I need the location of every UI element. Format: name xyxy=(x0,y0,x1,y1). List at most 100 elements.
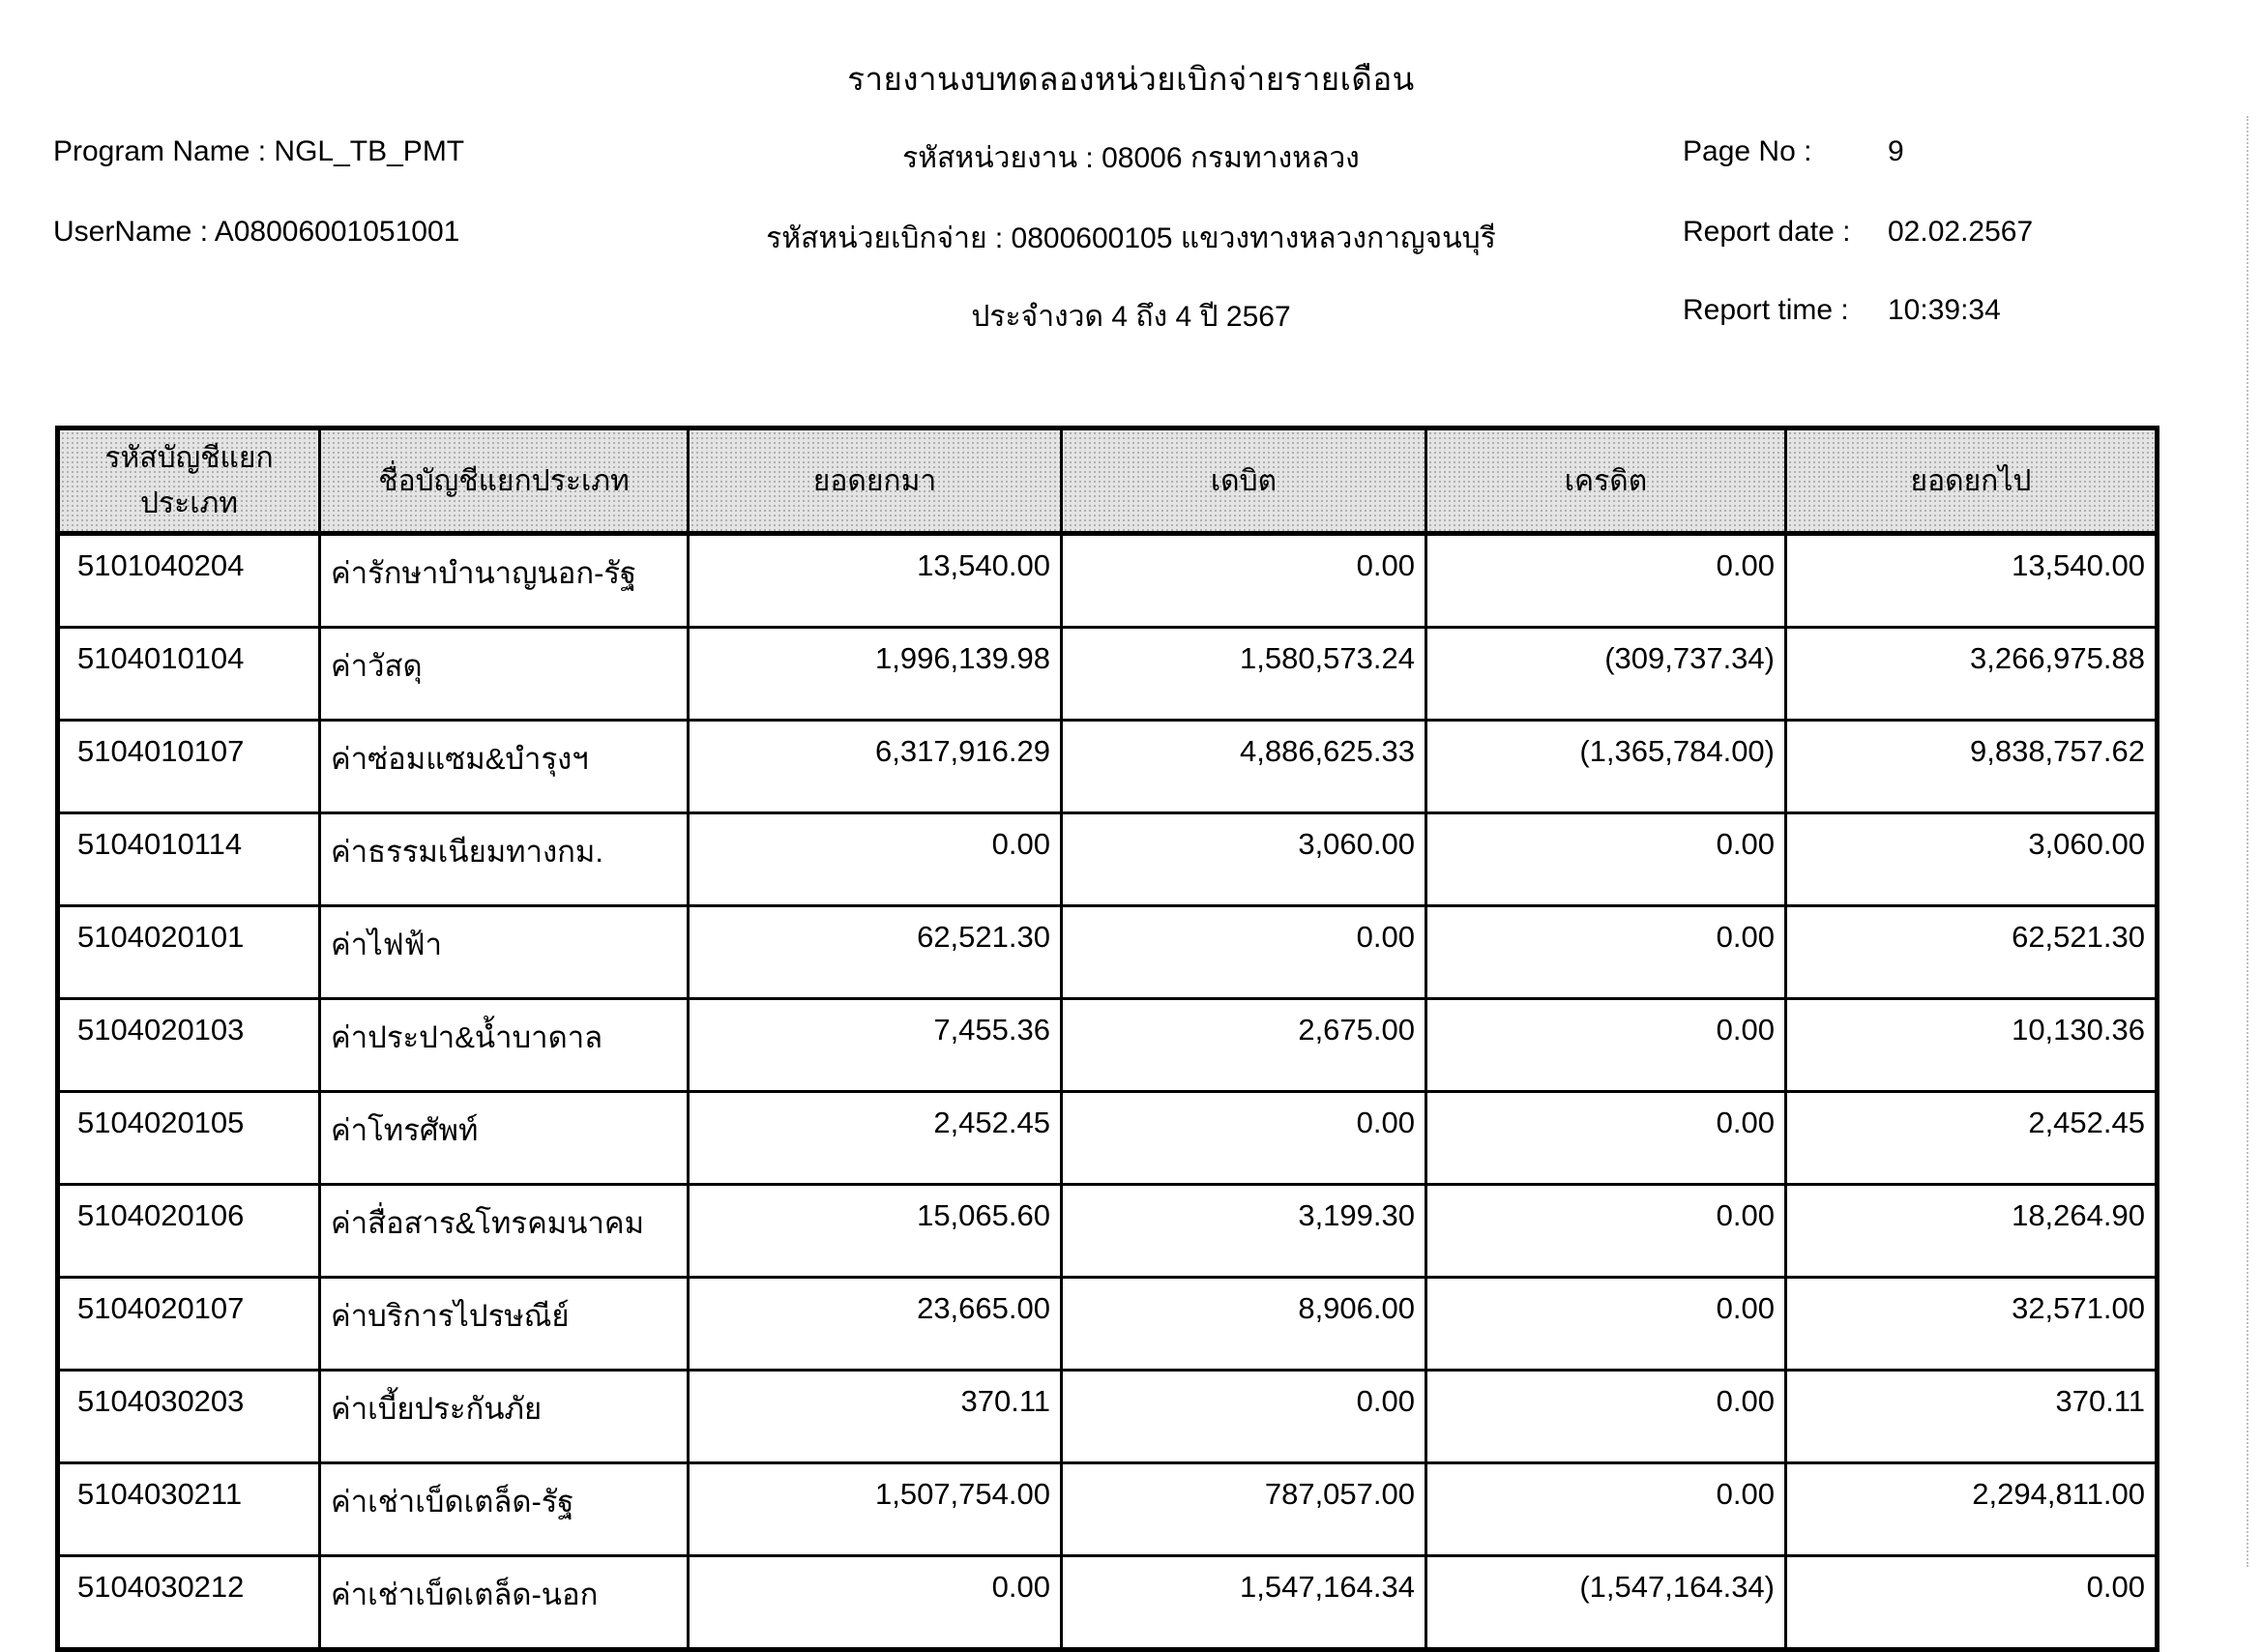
table-row: 5104020101 ค่าไฟฟ้า 62,521.30 0.00 0.00 62,52… xyxy=(56,904,2159,1000)
report-time-value: 10:39:34 xyxy=(1888,294,2001,326)
credit-cell: (1,547,164.34) xyxy=(1425,1554,1787,1651)
opening-balance-cell: 62,521.30 xyxy=(687,904,1063,1000)
table-row: 5104020105 ค่าโทรศัพท์ 2,452.45 0.00 0.00 2,4… xyxy=(56,1090,2159,1186)
closing-balance-cell: 2,452.45 xyxy=(1784,1090,2159,1186)
credit-cell: 0.00 xyxy=(1425,532,1787,629)
account-code-cell: 5104020106 xyxy=(56,1183,321,1279)
period-line: ประจำงวด 4 ถึง 4 ปี 2567 xyxy=(971,301,1291,333)
account-code-cell: 5104030212 xyxy=(56,1554,321,1651)
account-name-cell: ค่าวัสดุ xyxy=(318,626,690,722)
closing-balance-cell: 10,130.36 xyxy=(1784,997,2159,1093)
page-no-label: Page No : xyxy=(1683,135,1812,167)
username-value: A08006001051001 xyxy=(214,216,460,248)
account-name-cell: ค่าโทรศัพท์ xyxy=(318,1090,690,1186)
debit-cell: 3,060.00 xyxy=(1060,811,1427,907)
report-date-value: 02.02.2567 xyxy=(1888,216,2034,248)
table-body: 5101040204 ค่ารักษาบำนาญนอก-รัฐ 13,540.00 0… xyxy=(56,532,2159,1651)
credit-cell: 0.00 xyxy=(1425,1090,1787,1186)
debit-cell: 8,906.00 xyxy=(1060,1276,1427,1372)
debit-cell: 1,547,164.34 xyxy=(1060,1554,1427,1651)
program-name-label: Program Name : xyxy=(53,135,267,167)
debit-cell: 0.00 xyxy=(1060,532,1427,629)
table-row: 5104010107 ค่าซ่อมแซม&บำรุงฯ 6,317,916.29 4… xyxy=(56,719,2159,814)
table-row: 5104020106 ค่าสื่อสาร&โทรคมนาคม 15,065.60 3… xyxy=(56,1183,2159,1279)
opening-balance-cell: 1,996,139.98 xyxy=(687,626,1063,722)
table-row: 5104010114 ค่าธรรมเนียมทางกม. 0.00 3,060.00… xyxy=(56,811,2159,907)
credit-cell: 0.00 xyxy=(1425,811,1787,907)
closing-balance-cell: 3,266,975.88 xyxy=(1784,626,2159,722)
account-code-cell: 5104020107 xyxy=(56,1276,321,1372)
account-name-cell: ค่าสื่อสาร&โทรคมนาคม xyxy=(318,1183,690,1279)
opening-balance-cell: 15,065.60 xyxy=(687,1183,1063,1279)
scan-edge-artifact xyxy=(2247,116,2248,1567)
trial-balance-table: รหัสบัญชีแยกประเภท ชื่อบัญชีแยกประเภท ยอ… xyxy=(55,426,2159,1652)
account-code-cell: 5104010107 xyxy=(56,719,321,814)
header-opening-balance: ยอดยกมา xyxy=(687,427,1063,536)
opening-balance-cell: 23,665.00 xyxy=(687,1276,1063,1372)
closing-balance-cell: 13,540.00 xyxy=(1784,532,2159,629)
closing-balance-cell: 32,571.00 xyxy=(1784,1276,2159,1372)
account-code-cell: 5104020101 xyxy=(56,904,321,1000)
debit-cell: 0.00 xyxy=(1060,904,1427,1000)
header-account-code: รหัสบัญชีแยกประเภท xyxy=(56,427,321,536)
account-name-cell: ค่าประปา&น้ำบาดาล xyxy=(318,997,690,1093)
username-line: UserName : A08006001051001 xyxy=(53,216,459,249)
table-row: 5104030212 ค่าเช่าเบ็ดเตล็ด-นอก 0.00 1,547,… xyxy=(56,1554,2159,1651)
table-header-row: รหัสบัญชีแยกประเภท ชื่อบัญชีแยกประเภท ยอ… xyxy=(56,427,2159,536)
table-row: 5104010104 ค่าวัสดุ 1,996,139.98 1,580,573.… xyxy=(56,626,2159,722)
credit-cell: 0.00 xyxy=(1425,997,1787,1093)
closing-balance-cell: 18,264.90 xyxy=(1784,1183,2159,1279)
page-title: รายงานงบทดลองหน่วยเบิกจ่ายรายเดือน xyxy=(847,61,1415,97)
closing-balance-cell: 3,060.00 xyxy=(1784,811,2159,907)
disbursement-unit-line: รหัสหน่วยเบิกจ่าย : 0800600105 แขวงทางหล… xyxy=(766,222,1496,254)
header-account-name: ชื่อบัญชีแยกประเภท xyxy=(318,427,690,536)
table-row: 5104030203 ค่าเบี้ยประกันภัย 370.11 0.00 0.0… xyxy=(56,1369,2159,1464)
account-name-cell: ค่าเช่าเบ็ดเตล็ด-นอก xyxy=(318,1554,690,1651)
program-name-value: NGL_TB_PMT xyxy=(274,135,465,167)
account-name-cell: ค่าซ่อมแซม&บำรุงฯ xyxy=(318,719,690,814)
opening-balance-cell: 6,317,916.29 xyxy=(687,719,1063,814)
credit-cell: 0.00 xyxy=(1425,1276,1787,1372)
credit-cell: (1,365,784.00) xyxy=(1425,719,1787,814)
debit-cell: 0.00 xyxy=(1060,1369,1427,1464)
opening-balance-cell: 1,507,754.00 xyxy=(687,1461,1063,1557)
credit-cell: 0.00 xyxy=(1425,1183,1787,1279)
account-name-cell: ค่าเช่าเบ็ดเตล็ด-รัฐ xyxy=(318,1461,690,1557)
table-row: 5104030211 ค่าเช่าเบ็ดเตล็ด-รัฐ 1,507,754.… xyxy=(56,1461,2159,1557)
closing-balance-cell: 9,838,757.62 xyxy=(1784,719,2159,814)
account-name-cell: ค่าบริการไปรษณีย์ xyxy=(318,1276,690,1372)
opening-balance-cell: 370.11 xyxy=(687,1369,1063,1464)
opening-balance-cell: 13,540.00 xyxy=(687,532,1063,629)
credit-cell: 0.00 xyxy=(1425,1461,1787,1557)
account-code-cell: 5104010104 xyxy=(56,626,321,722)
table-row: 5101040204 ค่ารักษาบำนาญนอก-รัฐ 13,540.00 0… xyxy=(56,532,2159,629)
credit-cell: 0.00 xyxy=(1425,1369,1787,1464)
program-name-line: Program Name : NGL_TB_PMT xyxy=(53,135,464,168)
account-code-cell: 5104010114 xyxy=(56,811,321,907)
report-page: รายงานงบทดลองหน่วยเบิกจ่ายรายเดือน Progr… xyxy=(53,61,2248,1652)
account-name-cell: ค่าเบี้ยประกันภัย xyxy=(318,1369,690,1464)
credit-cell: (309,737.34) xyxy=(1425,626,1787,722)
username-label: UserName : xyxy=(53,216,209,248)
debit-cell: 0.00 xyxy=(1060,1090,1427,1186)
account-code-cell: 5104020105 xyxy=(56,1090,321,1186)
opening-balance-cell: 0.00 xyxy=(687,1554,1063,1651)
account-code-cell: 5104030203 xyxy=(56,1369,321,1464)
debit-cell: 3,199.30 xyxy=(1060,1183,1427,1279)
opening-balance-cell: 0.00 xyxy=(687,811,1063,907)
account-code-cell: 5104030211 xyxy=(56,1461,321,1557)
table-row: 5104020103 ค่าประปา&น้ำบาดาล 7,455.36 2,675… xyxy=(56,997,2159,1093)
page-no-value: 9 xyxy=(1888,135,1904,167)
account-name-cell: ค่ารักษาบำนาญนอก-รัฐ xyxy=(318,532,690,629)
closing-balance-cell: 0.00 xyxy=(1784,1554,2159,1651)
debit-cell: 1,580,573.24 xyxy=(1060,626,1427,722)
credit-cell: 0.00 xyxy=(1425,904,1787,1000)
opening-balance-cell: 2,452.45 xyxy=(687,1090,1063,1186)
account-code-cell: 5101040204 xyxy=(56,532,321,629)
closing-balance-cell: 370.11 xyxy=(1784,1369,2159,1464)
account-code-cell: 5104020103 xyxy=(56,997,321,1093)
closing-balance-cell: 2,294,811.00 xyxy=(1784,1461,2159,1557)
debit-cell: 787,057.00 xyxy=(1060,1461,1427,1557)
report-date-label: Report date : xyxy=(1683,216,1851,248)
closing-balance-cell: 62,521.30 xyxy=(1784,904,2159,1000)
